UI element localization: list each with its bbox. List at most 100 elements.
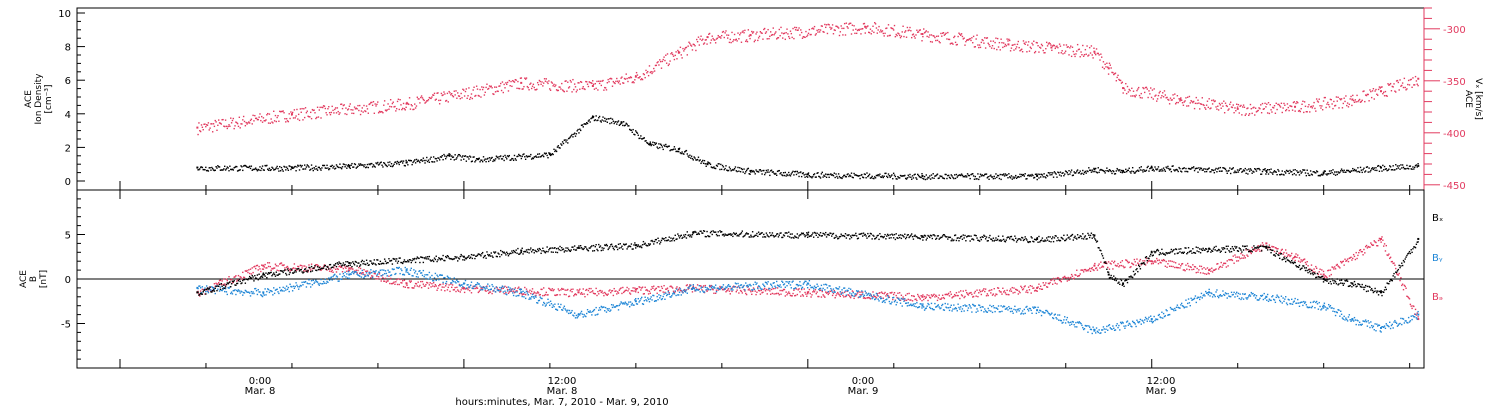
ion-density-sample — [1383, 169, 1385, 171]
ion-density-sample — [959, 174, 961, 176]
vx-sample — [1073, 53, 1075, 56]
bz-sample — [416, 285, 419, 287]
ion-density-sample — [568, 137, 571, 139]
ion-density-sample — [925, 174, 928, 176]
bz-sample — [1049, 281, 1051, 284]
ion-density-sample — [1202, 169, 1204, 171]
bz-sample — [243, 276, 246, 279]
ion-density-sample — [1012, 176, 1014, 178]
ion-density-sample — [543, 152, 546, 154]
ion-density-sample — [975, 178, 977, 180]
by-sample — [549, 304, 551, 307]
vx-sample — [225, 125, 228, 128]
ion-density-sample — [642, 137, 645, 139]
bz-sample — [987, 294, 989, 297]
vx-sample — [540, 83, 542, 85]
vx-sample — [1182, 104, 1185, 106]
bz-sample — [1072, 278, 1075, 280]
ion-density-sample — [878, 175, 880, 177]
bz-sample — [1155, 261, 1157, 263]
ion-density-sample — [1391, 169, 1394, 171]
vx-sample — [442, 94, 444, 96]
ion-density-sample — [585, 123, 587, 126]
vx-sample — [1031, 42, 1033, 45]
ion-density-sample — [728, 166, 731, 168]
bz-sample — [812, 291, 814, 293]
by-sample — [679, 288, 682, 290]
ion-density-sample — [1404, 168, 1406, 170]
ion-density-sample — [1134, 172, 1136, 174]
bz-sample — [314, 265, 316, 268]
vx-sample — [647, 74, 650, 77]
ion-density-sample — [701, 160, 703, 163]
vx-sample — [1139, 96, 1142, 99]
bz-sample — [849, 295, 851, 298]
bz-sample — [1241, 257, 1243, 259]
bz-point — [1322, 273, 1325, 276]
vx-sample — [1257, 109, 1259, 112]
bz-sample — [452, 289, 455, 291]
vx-sample — [273, 120, 276, 122]
bz-sample — [1304, 261, 1307, 264]
bz-sample — [796, 293, 799, 296]
ion-density-sample — [438, 157, 440, 159]
bz-sample — [1333, 268, 1335, 270]
vx-sample — [607, 78, 609, 81]
ion-density-sample — [1002, 174, 1004, 176]
bz-sample — [304, 270, 307, 272]
vx-sample — [831, 24, 834, 26]
bz-sample — [1247, 255, 1249, 257]
ion-density-sample — [807, 172, 810, 174]
bz-sample — [1318, 271, 1320, 273]
ion-density-sample — [1094, 170, 1096, 173]
ion-density-sample — [606, 121, 609, 123]
ion-density-sample — [514, 158, 517, 160]
by-sample — [266, 290, 268, 293]
ion-density-sample — [389, 161, 391, 163]
ion-density-sample — [1303, 169, 1305, 171]
vx-sample — [582, 86, 584, 88]
bz-sample — [248, 269, 250, 271]
bz-sample — [570, 288, 572, 291]
vx-sample — [1291, 105, 1293, 108]
bz-sample — [1297, 254, 1299, 256]
bz-sample — [704, 284, 707, 287]
by-sample — [647, 297, 649, 299]
ion-density-sample — [560, 143, 562, 145]
ion-density-sample — [798, 175, 800, 178]
by-sample — [380, 275, 382, 277]
bz-sample — [1272, 246, 1275, 248]
ion-density-sample — [1398, 165, 1400, 167]
ion-density-sample — [1395, 168, 1398, 170]
ion-density-sample — [902, 175, 904, 177]
vx-sample — [891, 27, 893, 30]
by-sample — [548, 301, 550, 304]
vx-point — [1236, 107, 1239, 110]
ion-density-sample — [521, 155, 523, 158]
bz-sample — [760, 289, 762, 292]
ion-density-sample — [365, 166, 367, 169]
vx-sample — [209, 127, 211, 129]
vx-sample — [492, 93, 494, 95]
vx-sample — [1205, 104, 1208, 106]
by-sample — [484, 288, 486, 290]
vx-sample — [430, 97, 432, 100]
by-sample — [469, 286, 471, 288]
vx-sample — [1322, 100, 1325, 102]
vx-sample — [1272, 107, 1275, 109]
vx-sample — [981, 38, 983, 41]
bz-sample — [286, 265, 289, 268]
bz-sample — [956, 294, 958, 297]
by-sample — [322, 280, 325, 283]
vx-sample — [1028, 50, 1031, 52]
ion-density-sample — [851, 176, 854, 178]
vx-sample — [282, 110, 284, 112]
bz-sample — [1242, 254, 1244, 256]
vx-sample — [535, 89, 537, 91]
bz-sample — [853, 297, 855, 300]
bz-sample — [951, 297, 953, 299]
vx-sample — [1378, 86, 1381, 88]
by-sample — [579, 312, 582, 314]
bz-sample — [588, 287, 590, 290]
vx-sample — [1211, 103, 1214, 105]
